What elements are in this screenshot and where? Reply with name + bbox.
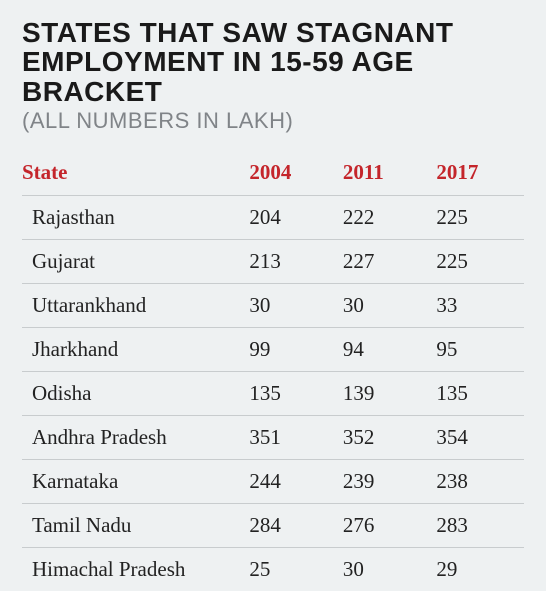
value-cell: 139 xyxy=(337,372,431,416)
state-cell: Tamil Nadu xyxy=(22,504,243,548)
value-cell: 351 xyxy=(243,416,337,460)
table-row: Odisha135139135 xyxy=(22,372,524,416)
table-header-row: State 2004 2011 2017 xyxy=(22,152,524,196)
value-cell: 30 xyxy=(337,284,431,328)
value-cell: 95 xyxy=(430,328,524,372)
col-header-state: State xyxy=(22,152,243,196)
value-cell: 30 xyxy=(337,548,431,591)
value-cell: 213 xyxy=(243,240,337,284)
title-line-2: EMPLOYMENT IN 15-59 AGE BRACKET xyxy=(22,47,524,106)
value-cell: 94 xyxy=(337,328,431,372)
table-row: Karnataka244239238 xyxy=(22,460,524,504)
state-cell: Himachal Pradesh xyxy=(22,548,243,591)
value-cell: 99 xyxy=(243,328,337,372)
table-row: Tamil Nadu284276283 xyxy=(22,504,524,548)
value-cell: 227 xyxy=(337,240,431,284)
value-cell: 25 xyxy=(243,548,337,591)
state-cell: Andhra Pradesh xyxy=(22,416,243,460)
value-cell: 284 xyxy=(243,504,337,548)
value-cell: 239 xyxy=(337,460,431,504)
state-cell: Gujarat xyxy=(22,240,243,284)
value-cell: 222 xyxy=(337,196,431,240)
value-cell: 283 xyxy=(430,504,524,548)
employment-table: State 2004 2011 2017 Rajasthan204222225G… xyxy=(22,152,524,591)
value-cell: 135 xyxy=(243,372,337,416)
table-row: Himachal Pradesh253029 xyxy=(22,548,524,591)
value-cell: 276 xyxy=(337,504,431,548)
value-cell: 135 xyxy=(430,372,524,416)
table-row: Andhra Pradesh351352354 xyxy=(22,416,524,460)
col-header-2004: 2004 xyxy=(243,152,337,196)
state-cell: Uttarankhand xyxy=(22,284,243,328)
col-header-2017: 2017 xyxy=(430,152,524,196)
value-cell: 354 xyxy=(430,416,524,460)
value-cell: 204 xyxy=(243,196,337,240)
table-row: Rajasthan204222225 xyxy=(22,196,524,240)
subtitle: (ALL NUMBERS IN LAKH) xyxy=(22,108,524,134)
col-header-2011: 2011 xyxy=(337,152,431,196)
value-cell: 30 xyxy=(243,284,337,328)
table-row: Jharkhand999495 xyxy=(22,328,524,372)
state-cell: Karnataka xyxy=(22,460,243,504)
value-cell: 225 xyxy=(430,240,524,284)
value-cell: 238 xyxy=(430,460,524,504)
value-cell: 352 xyxy=(337,416,431,460)
state-cell: Odisha xyxy=(22,372,243,416)
value-cell: 29 xyxy=(430,548,524,591)
value-cell: 225 xyxy=(430,196,524,240)
state-cell: Jharkhand xyxy=(22,328,243,372)
table-row: Uttarankhand303033 xyxy=(22,284,524,328)
state-cell: Rajasthan xyxy=(22,196,243,240)
title-line-1: STATES THAT SAW STAGNANT xyxy=(22,18,524,47)
value-cell: 33 xyxy=(430,284,524,328)
value-cell: 244 xyxy=(243,460,337,504)
table-row: Gujarat213227225 xyxy=(22,240,524,284)
